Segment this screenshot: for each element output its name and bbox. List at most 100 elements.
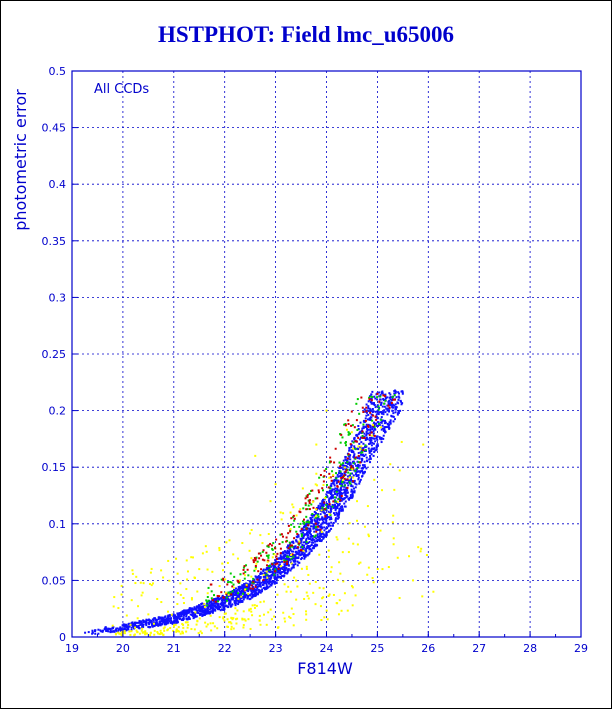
data-point-blue (299, 541, 302, 544)
data-point-blue (165, 617, 168, 620)
data-point-blue (249, 580, 252, 583)
data-point-red (375, 418, 378, 421)
data-point-red (289, 544, 292, 547)
data-point-blue (180, 613, 183, 616)
data-point-blue (261, 583, 264, 586)
data-point-green (333, 496, 336, 499)
data-point-blue (299, 537, 302, 540)
grid-lines (72, 71, 581, 637)
data-point-yellow (320, 530, 323, 533)
data-point-blue (332, 479, 335, 482)
data-point-blue (384, 393, 387, 396)
data-point-blue (380, 428, 383, 431)
data-point-red (347, 423, 350, 426)
data-point-green (377, 405, 380, 408)
data-point-green (334, 500, 337, 503)
data-point-blue (339, 497, 342, 500)
data-point-yellow (230, 625, 233, 628)
data-point-blue (388, 423, 391, 426)
data-point-yellow (150, 567, 153, 570)
data-point-blue (369, 409, 372, 412)
data-point-blue (235, 591, 238, 594)
data-point-blue (313, 525, 316, 528)
data-point-blue (302, 554, 305, 557)
data-point-yellow (326, 618, 329, 621)
data-point-blue (393, 404, 396, 407)
data-point-blue (287, 544, 290, 547)
data-point-blue (286, 558, 289, 561)
data-point-green (349, 468, 352, 471)
data-point-blue (333, 484, 336, 487)
data-point-yellow (261, 542, 264, 545)
data-point-blue (131, 623, 134, 626)
data-point-yellow (152, 622, 155, 625)
data-point-red (276, 552, 279, 555)
data-point-red (323, 475, 326, 478)
data-point-green (227, 581, 230, 584)
data-point-blue (142, 621, 145, 624)
data-point-blue (141, 623, 144, 626)
data-point-yellow (330, 566, 333, 569)
data-point-blue (361, 464, 364, 467)
data-point-red (261, 558, 264, 561)
data-point-blue (335, 479, 338, 482)
data-point-red (328, 503, 331, 506)
data-point-yellow (389, 463, 392, 466)
data-point-red (366, 424, 369, 427)
data-point-blue (245, 589, 248, 592)
data-point-blue (347, 462, 350, 465)
data-point-yellow (315, 515, 318, 518)
data-point-blue (245, 593, 248, 596)
data-point-blue (84, 631, 87, 634)
data-point-blue (242, 590, 245, 593)
data-point-yellow (149, 634, 152, 637)
data-point-blue (258, 578, 261, 581)
data-point-red (319, 474, 322, 477)
data-point-blue (341, 472, 344, 475)
data-point-green (286, 555, 289, 558)
data-point-blue (296, 564, 299, 567)
data-point-blue (316, 522, 319, 525)
data-point-blue (383, 409, 386, 412)
data-point-yellow (153, 633, 156, 636)
data-point-blue (219, 609, 222, 612)
data-point-blue (182, 610, 185, 613)
data-point-yellow (210, 629, 213, 632)
data-point-blue (292, 550, 295, 553)
data-point-blue (226, 605, 229, 608)
data-point-blue (332, 521, 335, 524)
data-point-blue (365, 445, 368, 448)
data-point-yellow (174, 623, 177, 626)
data-point-red (304, 497, 307, 500)
data-point-red (347, 419, 350, 422)
data-point-blue (312, 546, 315, 549)
data-point-blue (147, 622, 150, 625)
data-point-blue (187, 616, 190, 619)
data-point-yellow (247, 618, 250, 621)
data-point-blue (346, 475, 349, 478)
data-point-yellow (285, 590, 288, 593)
data-point-red (222, 579, 225, 582)
data-point-green (379, 395, 382, 398)
data-point-red (254, 564, 257, 567)
data-point-red (257, 552, 260, 555)
data-point-blue (106, 628, 109, 631)
data-point-blue (318, 524, 321, 527)
data-point-green (259, 552, 262, 555)
data-point-yellow (149, 571, 152, 574)
data-point-yellow (167, 559, 170, 562)
data-point-blue (195, 606, 198, 609)
data-point-blue (320, 517, 323, 520)
data-point-yellow (398, 596, 401, 599)
data-point-red (256, 578, 259, 581)
data-point-blue (339, 488, 342, 491)
data-point-red (222, 596, 225, 599)
data-point-red (283, 560, 286, 563)
data-point-blue (363, 460, 366, 463)
data-point-blue (310, 522, 313, 525)
data-point-blue (265, 579, 268, 582)
data-point-yellow (242, 610, 245, 613)
data-point-green (351, 424, 354, 427)
data-point-blue (331, 524, 334, 527)
data-point-yellow (248, 549, 251, 552)
